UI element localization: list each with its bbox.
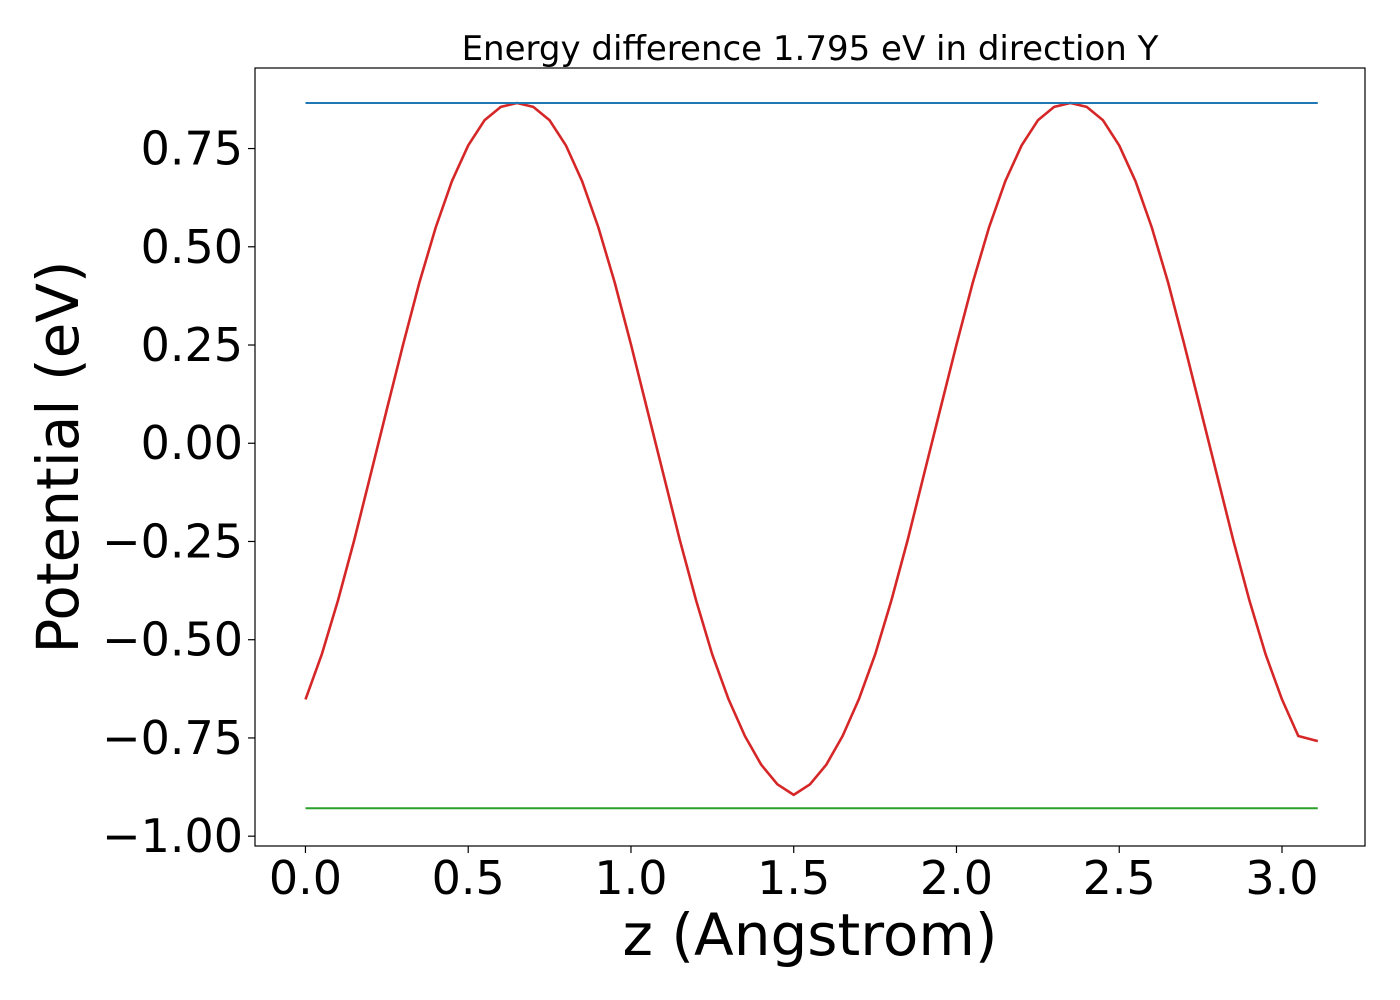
chart-title: Energy difference 1.795 eV in direction …	[462, 29, 1159, 69]
x-tick-label: 0.5	[432, 851, 505, 905]
y-tick-label: −0.25	[102, 514, 243, 568]
x-axis-label: z (Angstrom)	[623, 901, 998, 969]
y-axis: 0.75 0.50 0.25 0.00 −0.25 −0.50 −0.75 −1.00	[102, 122, 255, 863]
plot-frame	[254, 67, 1366, 847]
x-tick-label: 1.5	[757, 851, 830, 905]
x-tick-label: 2.0	[920, 851, 993, 905]
y-tick-label: 0.25	[141, 318, 243, 372]
y-tick-label: −1.00	[102, 809, 243, 863]
y-tick-label: −0.75	[102, 711, 243, 765]
series-layer	[304, 101, 1319, 810]
x-tick-label: 2.5	[1083, 851, 1156, 905]
x-tick-label: 1.0	[594, 851, 667, 905]
y-tick-label: 0.00	[141, 416, 243, 470]
x-tick-label: 3.0	[1245, 851, 1318, 905]
x-axis: 0.0 0.5 1.0 1.5 2.0 2.5 3.0	[269, 846, 1319, 905]
x-tick-label: 0.0	[269, 851, 342, 905]
y-tick-label: −0.50	[102, 613, 243, 667]
y-tick-label: 0.50	[141, 220, 243, 274]
y-axis-label: Potential (eV)	[24, 260, 92, 653]
series-potential	[304, 101, 1319, 797]
y-tick-label: 0.75	[141, 122, 243, 176]
